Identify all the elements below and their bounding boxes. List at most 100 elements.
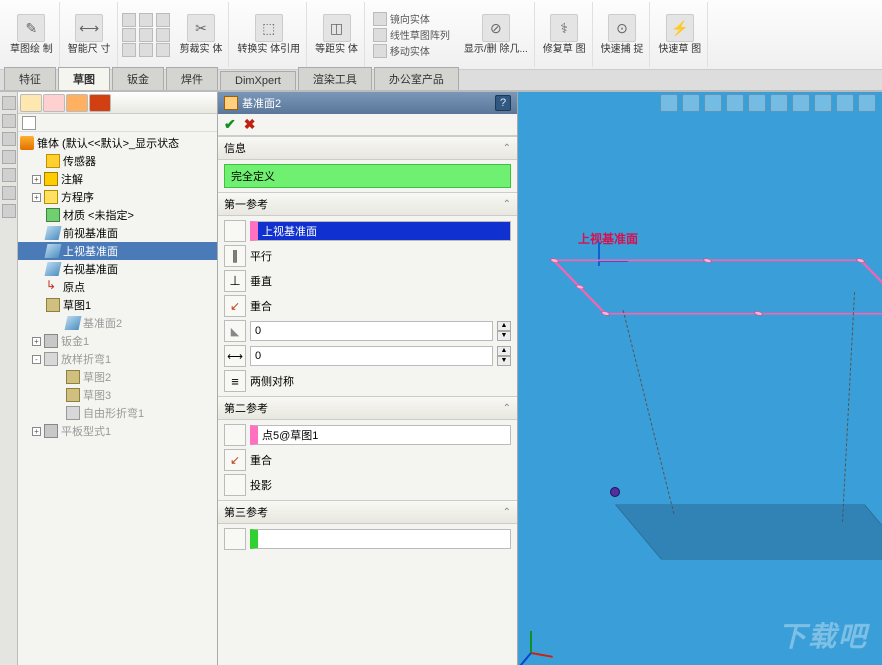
tree-tab-property-icon[interactable]: [43, 94, 65, 112]
tree-node[interactable]: 基准面2: [18, 314, 217, 332]
ok-cancel-row: ✔ ✖: [218, 114, 517, 136]
ribbon-rapid[interactable]: ⚡快速草 图: [652, 2, 708, 67]
help-icon[interactable]: ?: [495, 95, 511, 111]
ribbon-shape-row[interactable]: [122, 13, 170, 27]
tree-node[interactable]: 上视基准面: [18, 242, 217, 260]
reference-plane-3d[interactable]: [551, 260, 882, 315]
tree-node[interactable]: 草图1: [18, 296, 217, 314]
tree-node[interactable]: 原点: [18, 278, 217, 296]
tree-node[interactable]: 自由形折弯1: [18, 404, 217, 422]
ribbon-repair[interactable]: ⚕修复草 图: [537, 2, 593, 67]
sheet-body-3d[interactable]: [615, 505, 882, 560]
tree-tab-dimxpert-icon[interactable]: [89, 94, 111, 112]
section-view-icon[interactable]: [726, 94, 744, 112]
view-settings-icon[interactable]: [858, 94, 876, 112]
distance-value[interactable]: 0: [250, 346, 493, 366]
expand-icon[interactable]: +: [32, 427, 41, 436]
projection-option[interactable]: 投影: [224, 474, 511, 496]
ref1-value[interactable]: 上视基准面: [250, 221, 511, 241]
tab-render[interactable]: 渲染工具: [298, 67, 372, 90]
symmetric-option[interactable]: 两侧对称: [224, 370, 511, 392]
tree-root[interactable]: 锥体 (默认<<默认>_显示状态: [18, 134, 217, 152]
tree-node-label: 原点: [63, 279, 85, 295]
tab-sheetmetal[interactable]: 钣金: [112, 67, 164, 90]
angle-spinner[interactable]: ▲▼: [497, 321, 511, 341]
prev-view-icon[interactable]: [704, 94, 722, 112]
slim-icon[interactable]: [2, 204, 16, 218]
ribbon-trim[interactable]: ✂剪裁实 体: [174, 2, 230, 67]
section-ref2[interactable]: 第二参考⌃: [218, 396, 517, 420]
expand-icon[interactable]: +: [32, 175, 41, 184]
orientation-triad[interactable]: [522, 621, 562, 661]
expand-icon[interactable]: +: [32, 193, 41, 202]
ref3-value[interactable]: [250, 529, 511, 549]
coincident2-option[interactable]: 重合: [224, 449, 511, 471]
expand-icon[interactable]: -: [32, 355, 41, 364]
tree-node[interactable]: -放样折弯1: [18, 350, 217, 368]
tree-node[interactable]: +钣金1: [18, 332, 217, 350]
appearance-icon[interactable]: [814, 94, 832, 112]
filter-icon[interactable]: [22, 116, 36, 130]
ok-icon[interactable]: ✔: [224, 116, 236, 133]
parallel-option[interactable]: 平行: [224, 245, 511, 267]
angle-field[interactable]: 0 ▲▼: [224, 320, 511, 342]
slim-icon[interactable]: [2, 186, 16, 200]
tab-sketch[interactable]: 草图: [58, 67, 110, 90]
coincident-option[interactable]: 重合: [224, 295, 511, 317]
ribbon-display[interactable]: ⊘显示/删 除几...: [458, 2, 535, 67]
property-title: 基准面2: [242, 95, 281, 111]
distance-field[interactable]: 0 ▲▼: [224, 345, 511, 367]
viewport[interactable]: 上视基准面 下载吧: [518, 92, 882, 665]
section-ref3[interactable]: 第三参考⌃: [218, 500, 517, 524]
tree-node[interactable]: 材质 <未指定>: [18, 206, 217, 224]
cancel-icon[interactable]: ✖: [244, 116, 256, 133]
display-style-icon[interactable]: [770, 94, 788, 112]
ribbon-sketch[interactable]: ✎草图绘 制: [4, 2, 60, 67]
tab-office[interactable]: 办公室产品: [374, 67, 459, 90]
sketch-point[interactable]: [610, 487, 620, 497]
expand-icon[interactable]: +: [32, 337, 41, 346]
slim-icon[interactable]: [2, 150, 16, 164]
tree-node[interactable]: 前视基准面: [18, 224, 217, 242]
ribbon-smartdim[interactable]: ⟷智能尺 寸: [62, 2, 118, 67]
ref2-selection[interactable]: 点5@草图1: [224, 424, 511, 446]
tree-node[interactable]: +平板型式1: [18, 422, 217, 440]
slim-icon[interactable]: [2, 114, 16, 128]
section-ref1[interactable]: 第一参考⌃: [218, 192, 517, 216]
ribbon-mirror[interactable]: 镜向实体: [373, 11, 430, 26]
ribbon-offset[interactable]: ◫等距实 体: [309, 2, 365, 67]
tree-node[interactable]: 传感器: [18, 152, 217, 170]
tree-tab-feature-icon[interactable]: [20, 94, 42, 112]
tab-feature[interactable]: 特征: [4, 67, 56, 90]
zoom-fit-icon[interactable]: [660, 94, 678, 112]
hide-show-icon[interactable]: [792, 94, 810, 112]
scene-icon[interactable]: [836, 94, 854, 112]
ref3-selection[interactable]: [224, 528, 511, 550]
zoom-area-icon[interactable]: [682, 94, 700, 112]
slim-icon[interactable]: [2, 96, 16, 110]
ref1-selection[interactable]: 上视基准面: [224, 220, 511, 242]
tree-node[interactable]: +注解: [18, 170, 217, 188]
ribbon-convert[interactable]: ⬚转换实 体引用: [231, 2, 307, 67]
tree-node[interactable]: 草图3: [18, 386, 217, 404]
ref2-value[interactable]: 点5@草图1: [250, 425, 511, 445]
ribbon-shape-row[interactable]: [122, 28, 170, 42]
slim-icon[interactable]: [2, 168, 16, 182]
ribbon-snap[interactable]: ⊙快速捕 捉: [595, 2, 651, 67]
tree-node[interactable]: 右视基准面: [18, 260, 217, 278]
tree-tab-config-icon[interactable]: [66, 94, 88, 112]
tree-node[interactable]: 草图2: [18, 368, 217, 386]
distance-spinner[interactable]: ▲▼: [497, 346, 511, 366]
view-orient-icon[interactable]: [748, 94, 766, 112]
angle-value[interactable]: 0: [250, 321, 493, 341]
ribbon-mirror-label: 镜向实体: [390, 11, 430, 26]
tree-node[interactable]: +方程序: [18, 188, 217, 206]
ribbon-shape-row[interactable]: [122, 43, 170, 57]
slim-icon[interactable]: [2, 132, 16, 146]
tab-weldment[interactable]: 焊件: [166, 67, 218, 90]
ribbon-move[interactable]: 移动实体: [373, 43, 430, 58]
ribbon-linear-pattern[interactable]: 线性草图阵列: [373, 27, 450, 42]
section-info[interactable]: 信息⌃: [218, 136, 517, 160]
perpendicular-option[interactable]: 垂直: [224, 270, 511, 292]
tab-dimxpert[interactable]: DimXpert: [220, 71, 296, 90]
